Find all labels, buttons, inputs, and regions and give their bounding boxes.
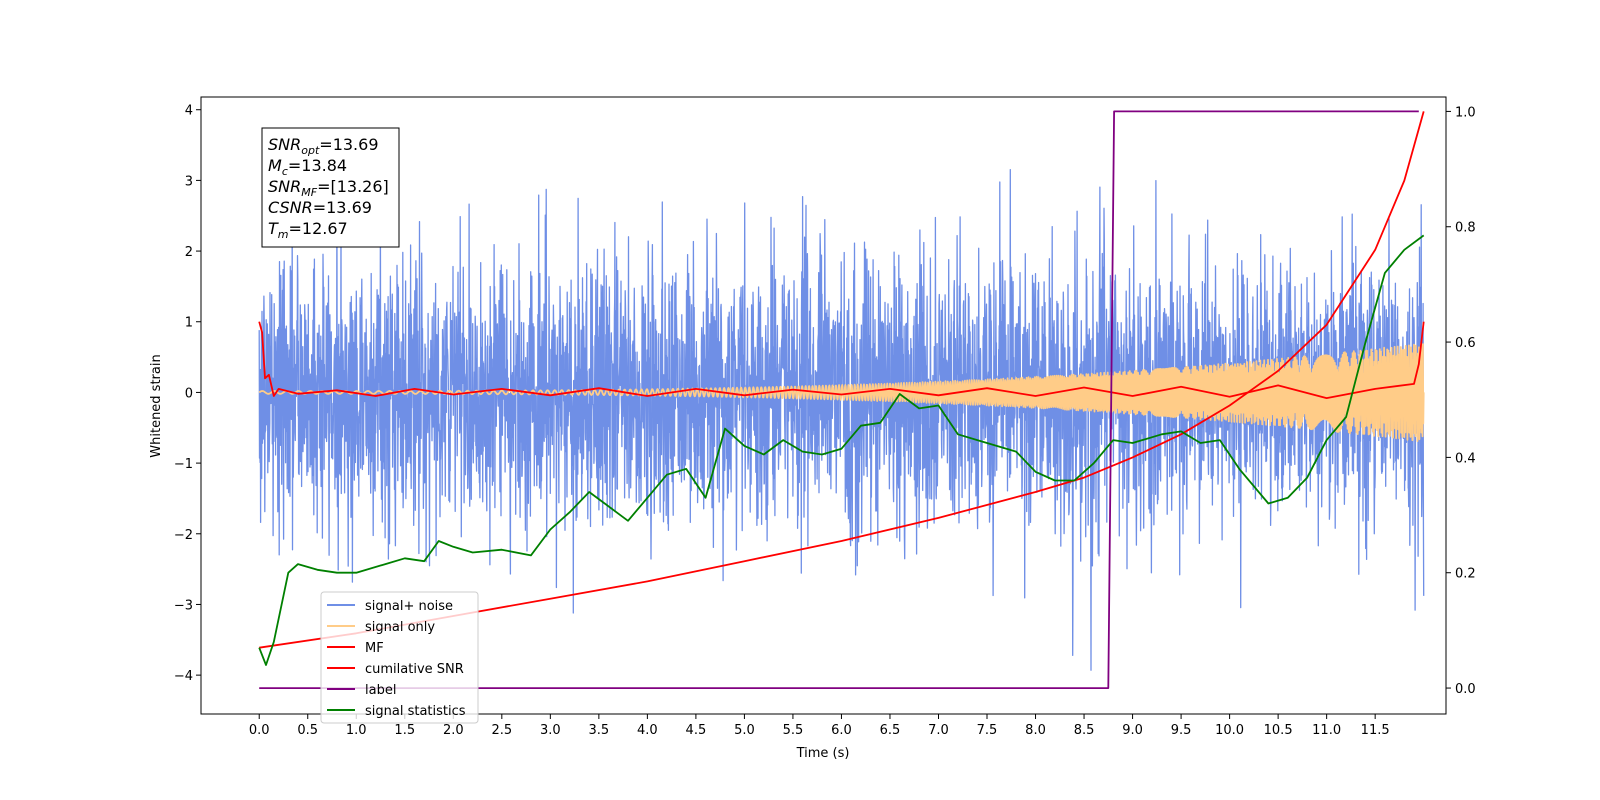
x-tick-label: 7.0 [928,723,949,738]
legend-label: label [365,683,396,698]
x-tick-label: 1.0 [346,723,367,738]
y-tick-label: 3 [185,174,193,189]
stats-symbol: CSNR [268,198,313,217]
series-line-2 [258,321,1425,399]
x-tick-label: 11.0 [1312,723,1341,738]
y2-tick-label: 1.0 [1455,105,1476,120]
x-tick-label: 8.0 [1025,723,1046,738]
stats-line: SNRMF=[13.26] [268,177,389,199]
legend: signal+ noise signal only MF cumilative SNR… [320,591,479,724]
stats-value: =[13.26] [317,177,389,196]
y2-tick-label: 0.8 [1455,221,1476,236]
y2-tick-label: 0.6 [1455,336,1476,351]
stats-subscript: m [278,228,289,241]
y-tick-label: 4 [185,104,193,119]
x-axis-title: Time (s) [796,746,850,761]
x-tick-label: 10.0 [1215,723,1244,738]
x-tick-label: 3.0 [540,723,561,738]
x-tick-label: 10.5 [1264,723,1293,738]
stats-symbol: T [268,219,279,238]
stats-subscript: opt [301,144,320,157]
stats-symbol: M [268,156,282,175]
legend-label: MF [365,641,384,656]
stats-line: SNRopt=13.69 [268,135,379,157]
x-tick-label: 2.5 [491,723,512,738]
x-tick-label: 5.0 [734,723,755,738]
y2-tick-label: 0.2 [1455,567,1476,582]
stats-box: SNRopt=13.69Mc=13.84SNRMF=[13.26]CSNR=13… [261,127,400,248]
y-axis-right: 0.0 0.2 0.4 0.6 0.8 1.0 [1446,105,1476,697]
series-line-3 [259,111,1425,649]
y-axis-left: −4 −3 −2 −1 0 1 2 3 4 [174,104,201,684]
x-tick-label: 11.5 [1361,723,1390,738]
x-tick-label: 4.5 [686,723,707,738]
series-layer [258,110,1425,689]
stats-line: CSNR=13.69 [268,198,372,217]
x-tick-label: 4.0 [637,723,658,738]
stats-value: =12.67 [289,219,348,238]
x-tick-label: 3.5 [589,723,610,738]
legend-label: signal+ noise [365,599,453,614]
stats-line: Tm=12.67 [268,219,348,241]
x-tick-label: 6.5 [880,723,901,738]
plot-frame [200,96,1447,715]
legend-label: cumilative SNR [365,662,464,677]
legend-label: signal only [365,620,435,635]
x-axis: 0.0 0.5 1.0 1.5 2.0 2.5 3.0 3.5 4.0 4.5 5.0 5.5 6.0 6… [249,714,1390,738]
y2-tick-label: 0.0 [1455,682,1476,697]
stats-value: =13.84 [288,156,347,175]
y-tick-label: 2 [185,245,193,260]
y-axis-title: Whitened strain [149,354,164,457]
stats-value: =13.69 [313,198,372,217]
series-line-5 [258,234,1425,666]
x-tick-label: 6.0 [831,723,852,738]
series-line-0 [258,168,1425,671]
x-tick-label: 2.0 [443,723,464,738]
x-tick-label: 5.5 [783,723,804,738]
y-tick-label: −2 [174,528,193,543]
stats-box-frame [261,127,400,248]
x-tick-label: 1.5 [394,723,415,738]
y-tick-label: 0 [185,386,193,401]
stats-symbol: SNR [268,135,301,154]
x-tick-label: 0.5 [297,723,318,738]
y-tick-label: −1 [174,457,193,472]
x-tick-label: 8.5 [1074,723,1095,738]
x-tick-label: 9.5 [1171,723,1192,738]
y-tick-label: −4 [174,669,193,684]
legend-frame [320,591,479,724]
y-tick-label: −3 [174,598,193,613]
y-tick-label: 1 [185,316,193,331]
stats-line: Mc=13.84 [268,156,347,178]
series-line-4 [259,110,1419,689]
x-tick-label: 7.5 [977,723,998,738]
stats-subscript: MF [301,186,317,199]
x-tick-label: 0.0 [249,723,270,738]
stats-value: =13.69 [319,135,378,154]
stats-symbol: SNR [268,177,301,196]
legend-label: signal statistics [365,704,466,719]
x-tick-label: 9.0 [1122,723,1143,738]
stats-subscript: c [282,165,288,178]
y2-tick-label: 0.4 [1455,451,1476,466]
